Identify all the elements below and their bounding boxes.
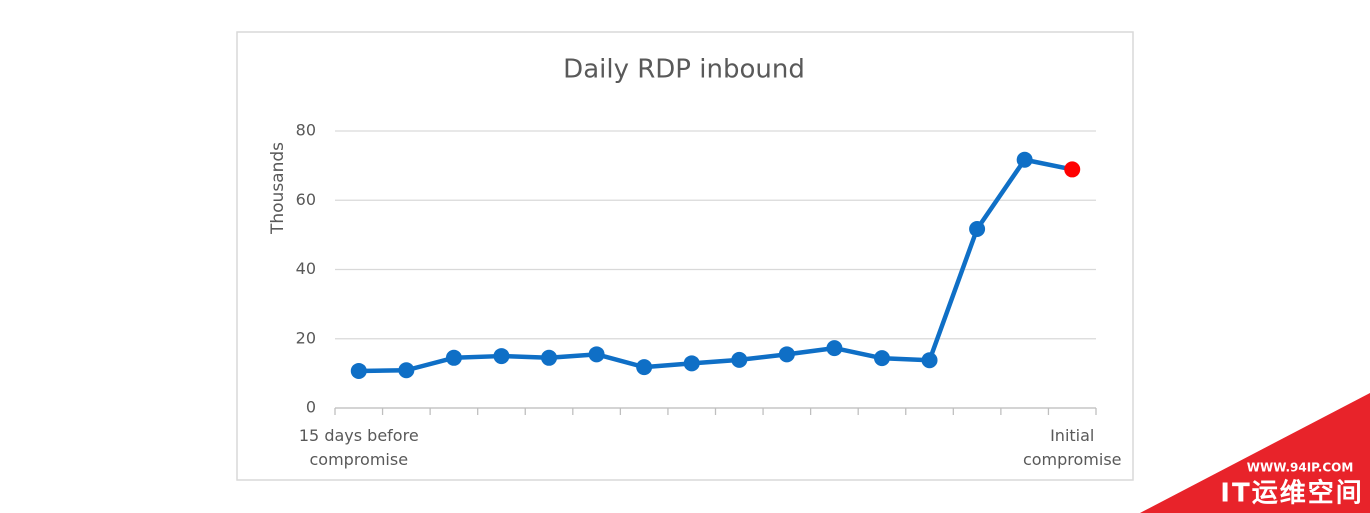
y-tick-label: 40 xyxy=(296,259,316,278)
y-tick-label: 0 xyxy=(306,398,316,417)
point xyxy=(350,362,367,379)
point xyxy=(683,355,700,372)
point xyxy=(826,340,843,357)
point xyxy=(921,352,938,369)
point xyxy=(1064,161,1081,178)
point xyxy=(636,359,653,376)
y-tick-label: 60 xyxy=(296,190,316,209)
chart-frame xyxy=(236,31,1134,481)
point xyxy=(778,346,795,363)
point xyxy=(398,362,415,379)
y-tick-label: 80 xyxy=(296,121,316,140)
y-tick-label: 20 xyxy=(296,328,316,347)
point xyxy=(969,220,986,237)
point xyxy=(493,348,510,365)
point xyxy=(873,350,890,367)
point xyxy=(731,351,748,368)
x-tick-label: Initial compromise xyxy=(1022,426,1122,469)
watermark-url: WWW.94IP.COM xyxy=(1247,461,1354,475)
y-axis-title: Thousands xyxy=(268,142,288,235)
watermark-triangle xyxy=(1140,393,1370,513)
chart-title: Daily RDP inbound xyxy=(563,55,805,85)
watermark-name: IT运维空间 xyxy=(1220,478,1363,509)
line xyxy=(358,157,1073,374)
point xyxy=(588,346,605,363)
point xyxy=(541,349,558,366)
point xyxy=(1016,151,1033,168)
x-tick-label: 15 days before compromise xyxy=(298,426,419,469)
point xyxy=(445,349,462,366)
